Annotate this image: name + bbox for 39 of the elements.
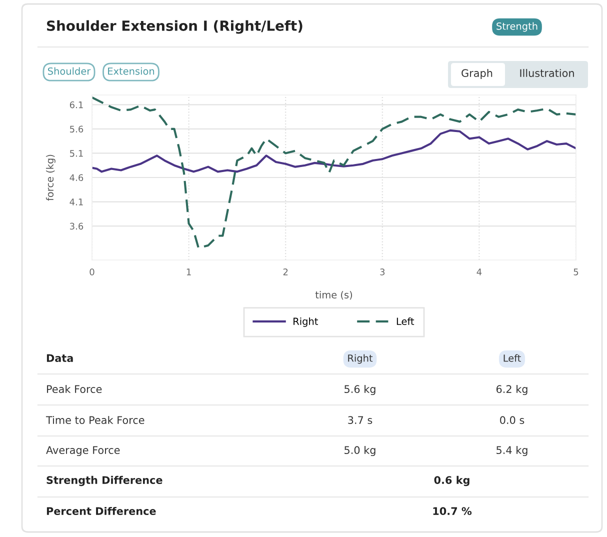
x-tick-label: 0 xyxy=(90,268,94,276)
y-tick-label: 5.1 xyxy=(70,150,83,157)
y-tick-label: 3.6 xyxy=(70,222,84,230)
line-series xyxy=(92,129,576,173)
text: Graph xyxy=(462,68,492,80)
legend-label: Right xyxy=(294,317,318,327)
y-tick-label: 4.1 xyxy=(70,198,83,206)
y-axis-title: force (kg) xyxy=(46,154,56,201)
text: Right xyxy=(348,354,373,364)
text: Strength xyxy=(496,22,538,32)
text: 0.6 kg xyxy=(434,476,470,486)
y-tick-label: 4.6 xyxy=(70,174,84,182)
text: 10.7 % xyxy=(433,507,472,516)
chart-title: Shoulder Extension I (Right/Left) xyxy=(46,20,302,34)
text: 6.2 kg xyxy=(496,384,528,396)
x-axis-title: time (s) xyxy=(315,290,352,300)
x-tick-label: 5 xyxy=(574,268,578,276)
text: 3.7 s xyxy=(348,416,372,424)
text: Percent Difference xyxy=(46,506,156,516)
text: 5.6 kg xyxy=(344,384,376,396)
text: 0.0 s xyxy=(500,416,524,424)
y-tick-label: 5.6 xyxy=(70,126,84,133)
text: Illustration xyxy=(520,68,574,78)
text: Left xyxy=(504,354,521,362)
text: Strength Difference xyxy=(46,476,162,486)
text: Extension xyxy=(108,67,154,75)
text: Data xyxy=(46,354,73,362)
y-tick-label: 6.1 xyxy=(70,101,83,108)
x-tick-label: 1 xyxy=(186,268,191,276)
x-tick-label: 4 xyxy=(476,268,482,276)
text: 5.4 kg xyxy=(496,446,528,456)
x-tick-label: 3 xyxy=(380,268,385,276)
legend-label: Left xyxy=(396,317,414,326)
text: 5.0 kg xyxy=(344,446,376,456)
text: Average Force xyxy=(46,446,120,456)
text: Time to Peak Force xyxy=(46,416,144,424)
x-tick-label: 2 xyxy=(283,268,288,276)
text: Peak Force xyxy=(47,384,102,394)
text: Shoulder xyxy=(48,67,91,75)
